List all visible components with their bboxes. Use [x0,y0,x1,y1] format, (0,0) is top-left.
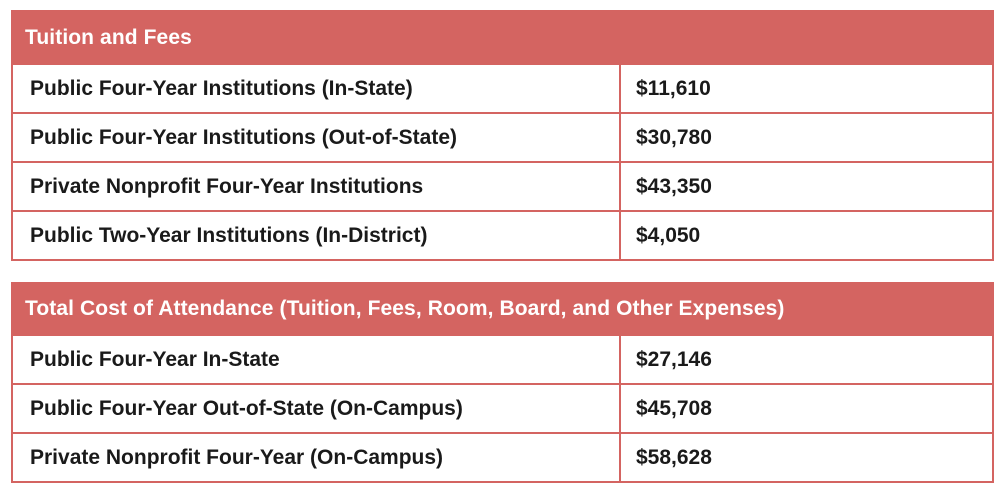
row-value: $30,780 [618,112,995,163]
row-label: Public Two-Year Institutions (In-Distric… [11,210,621,261]
cost-of-attendance-header: Total Cost of Attendance (Tuition, Fees,… [10,282,995,336]
row-value: $58,628 [618,432,995,483]
table-row: Public Four-Year Out-of-State (On-Campus… [11,383,995,434]
tuition-fees-table: Tuition and Fees Public Four-Year Instit… [10,10,995,261]
row-value: $27,146 [618,334,995,385]
table-row: Private Nonprofit Four-Year Institutions… [11,161,995,212]
row-label: Private Nonprofit Four-Year (On-Campus) [11,432,621,483]
row-label: Private Nonprofit Four-Year Institutions [11,161,621,212]
cost-of-attendance-table: Total Cost of Attendance (Tuition, Fees,… [10,282,995,483]
row-value: $11,610 [618,63,995,114]
row-value: $43,350 [618,161,995,212]
table-header-row: Total Cost of Attendance (Tuition, Fees,… [10,282,995,336]
table-row: Public Four-Year In-State $27,146 [11,334,995,385]
row-label: Public Four-Year Institutions (Out-of-St… [11,112,621,163]
table-row: Public Two-Year Institutions (In-Distric… [11,210,995,261]
table-row: Private Nonprofit Four-Year (On-Campus) … [11,432,995,483]
table-row: Public Four-Year Institutions (Out-of-St… [11,112,995,163]
row-label: Public Four-Year Out-of-State (On-Campus… [11,383,621,434]
tuition-fees-header: Tuition and Fees [10,10,995,65]
row-label: Public Four-Year Institutions (In-State) [11,63,621,114]
table-row: Public Four-Year Institutions (In-State)… [11,63,995,114]
row-label: Public Four-Year In-State [11,334,621,385]
table-header-row: Tuition and Fees [10,10,995,65]
row-value: $4,050 [618,210,995,261]
row-value: $45,708 [618,383,995,434]
